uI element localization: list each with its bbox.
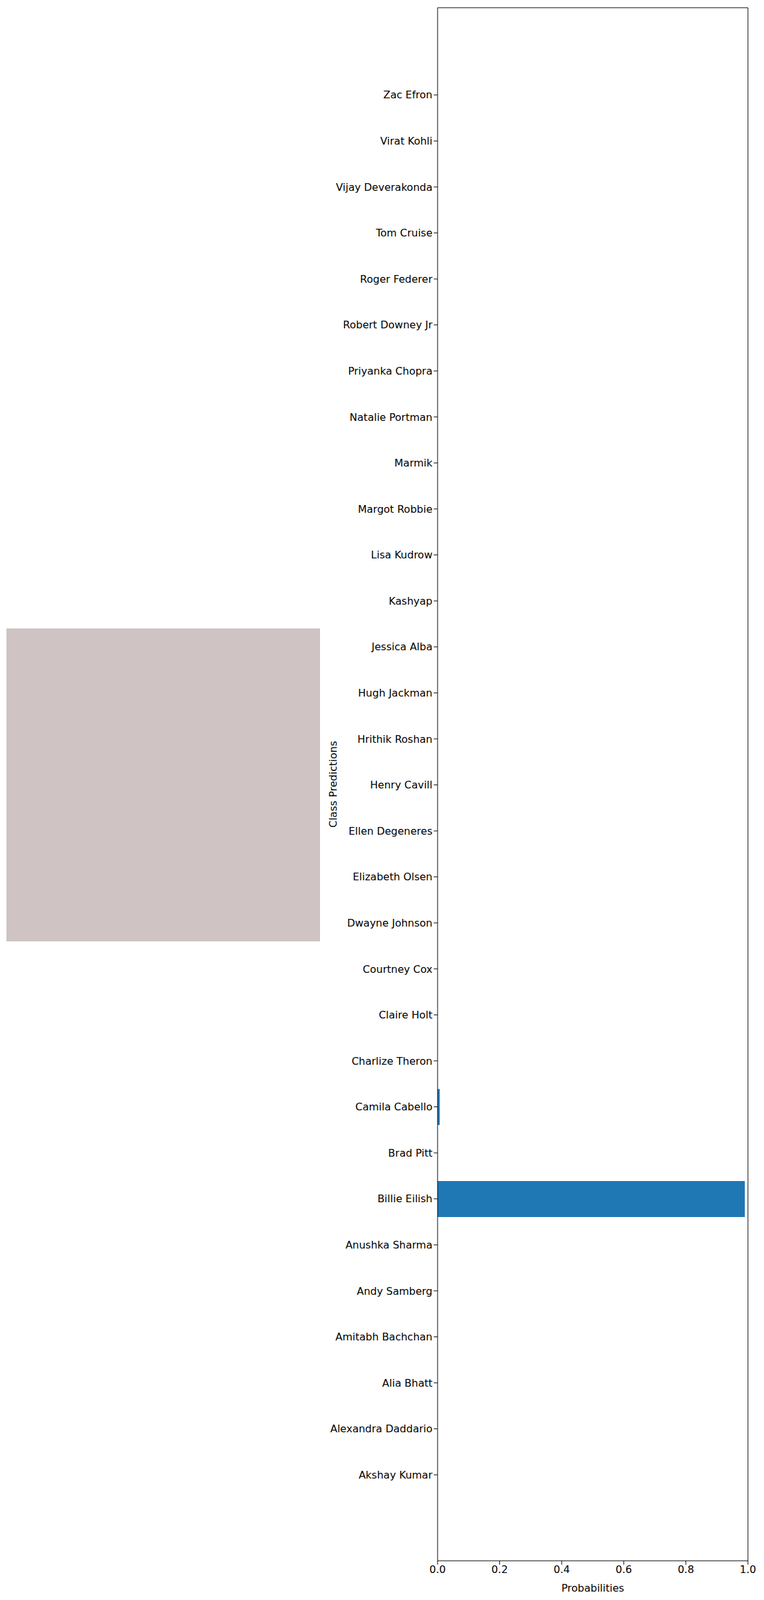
- svg-text:Anushka Sharma: Anushka Sharma: [345, 1238, 433, 1252]
- svg-text:Camila Cabello: Camila Cabello: [355, 1100, 433, 1113]
- svg-text:Vijay Deverakonda: Vijay Deverakonda: [336, 181, 433, 194]
- svg-text:Roger Federer: Roger Federer: [359, 273, 433, 286]
- svg-text:0.8: 0.8: [677, 1563, 694, 1576]
- svg-text:Marmik: Marmik: [394, 456, 434, 470]
- svg-text:Zac Efron: Zac Efron: [382, 88, 433, 101]
- svg-text:Natalie Portman: Natalie Portman: [349, 411, 433, 424]
- svg-text:Margot Robbie: Margot Robbie: [357, 503, 433, 516]
- svg-text:Dwayne Johnson: Dwayne Johnson: [346, 916, 433, 930]
- svg-text:Alexandra Daddario: Alexandra Daddario: [330, 1422, 433, 1435]
- svg-text:1.0: 1.0: [739, 1563, 756, 1576]
- svg-text:Charlize Theron: Charlize Theron: [351, 1055, 433, 1068]
- svg-text:Kashyap: Kashyap: [388, 595, 433, 608]
- svg-text:0.6: 0.6: [615, 1563, 632, 1576]
- svg-text:0.0: 0.0: [429, 1563, 446, 1576]
- svg-text:Priyanka Chopra: Priyanka Chopra: [348, 364, 433, 378]
- svg-text:Lisa Kudrow: Lisa Kudrow: [370, 548, 433, 561]
- svg-text:Courtney Cox: Courtney Cox: [363, 963, 433, 976]
- svg-text:Class Predictions: Class Predictions: [327, 740, 340, 828]
- svg-text:Claire Holt: Claire Holt: [378, 1008, 433, 1022]
- svg-text:Jessica Alba: Jessica Alba: [370, 640, 433, 653]
- svg-text:Tom Cruise: Tom Cruise: [375, 226, 433, 240]
- svg-text:Hrithik Roshan: Hrithik Roshan: [357, 733, 433, 746]
- svg-text:Billie Eilish: Billie Eilish: [377, 1192, 433, 1205]
- svg-text:Virat Kohli: Virat Kohli: [380, 134, 433, 148]
- svg-text:Brad Pitt: Brad Pitt: [388, 1146, 433, 1160]
- svg-text:0.4: 0.4: [553, 1563, 570, 1576]
- svg-text:Amitabh Bachchan: Amitabh Bachchan: [335, 1330, 433, 1343]
- svg-text:Henry Cavill: Henry Cavill: [370, 778, 433, 791]
- svg-text:Hugh Jackman: Hugh Jackman: [357, 686, 433, 700]
- svg-text:Probabilities: Probabilities: [561, 1581, 625, 1595]
- svg-text:Alia Bhatt: Alia Bhatt: [382, 1376, 433, 1390]
- svg-text:Ellen Degeneres: Ellen Degeneres: [348, 825, 433, 838]
- svg-text:Akshay Kumar: Akshay Kumar: [358, 1468, 433, 1482]
- svg-text:0.2: 0.2: [491, 1563, 508, 1576]
- svg-text:Andy Samberg: Andy Samberg: [356, 1285, 433, 1298]
- svg-text:Robert Downey Jr: Robert Downey Jr: [343, 318, 434, 331]
- svg-text:Elizabeth Olsen: Elizabeth Olsen: [352, 870, 433, 883]
